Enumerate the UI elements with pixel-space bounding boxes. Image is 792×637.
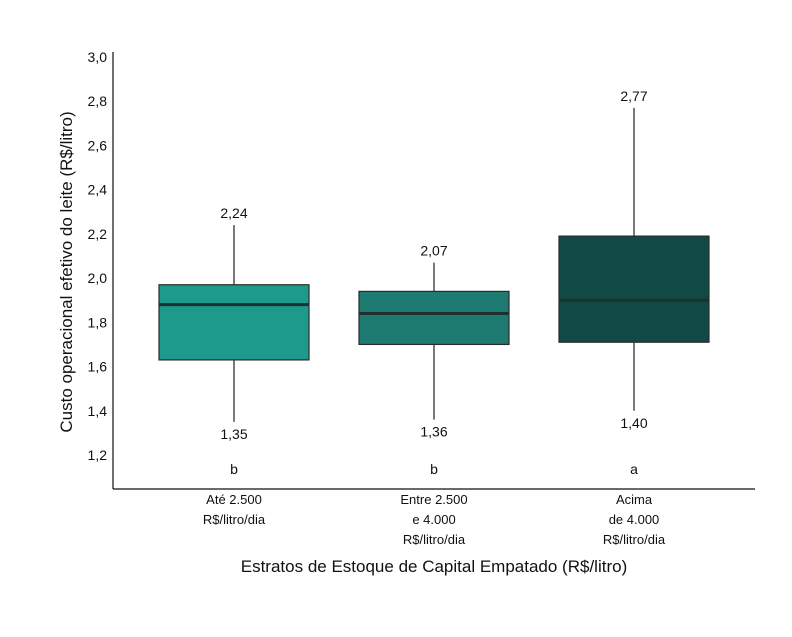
axes (112, 52, 755, 490)
category-label: R$/litro/dia (403, 532, 466, 547)
significance-letter: b (230, 461, 238, 477)
category-label: de 4.000 (609, 512, 660, 527)
y-axis-title: Custo operacional efetivo do leite (R$/l… (57, 111, 76, 432)
min-label: 1,40 (620, 415, 647, 431)
category-label: Acima (616, 492, 653, 507)
min-label: 1,35 (220, 426, 247, 442)
y-tick-label: 2,4 (88, 182, 108, 198)
significance-letter: b (430, 461, 438, 477)
category-label: R$/litro/dia (203, 512, 266, 527)
significance-letter: a (630, 461, 638, 477)
box (358, 290, 510, 346)
y-tick-label: 2,0 (88, 270, 108, 286)
box-group: 2,24 1,35 b (158, 205, 310, 477)
category-label: R$/litro/dia (603, 532, 666, 547)
box-group: 2,07 1,36 b (358, 243, 510, 477)
box-group: 2,77 1,40 a (558, 88, 710, 477)
category-label: Entre 2.500 (400, 492, 467, 507)
max-label: 2,77 (620, 88, 647, 104)
category-labels: Até 2.500 R$/litro/dia Entre 2.500 e 4.000 R… (203, 492, 666, 547)
y-tick-label: 2,6 (88, 137, 108, 153)
category-label: Até 2.500 (206, 492, 262, 507)
y-tick-label: 3,0 (88, 49, 108, 65)
max-label: 2,24 (220, 205, 247, 221)
box (158, 284, 310, 361)
x-axis-title: Estratos de Estoque de Capital Empatado … (241, 557, 627, 576)
y-tick-label: 2,8 (88, 93, 108, 109)
min-label: 1,36 (420, 424, 447, 440)
box (558, 235, 710, 343)
max-label: 2,07 (420, 243, 447, 259)
y-ticks: 1,2 1,4 1,6 1,8 2,0 2,2 2,4 2,6 2,8 3,0 (88, 49, 108, 463)
boxes: 2,24 1,35 b 2,07 1,36 b 2,77 1,40 a (158, 88, 710, 477)
y-tick-label: 1,6 (88, 359, 108, 375)
category-label: e 4.000 (412, 512, 455, 527)
y-tick-label: 1,2 (88, 447, 108, 463)
y-tick-label: 2,2 (88, 226, 108, 242)
y-tick-label: 1,4 (88, 403, 108, 419)
y-tick-label: 1,8 (88, 314, 108, 330)
